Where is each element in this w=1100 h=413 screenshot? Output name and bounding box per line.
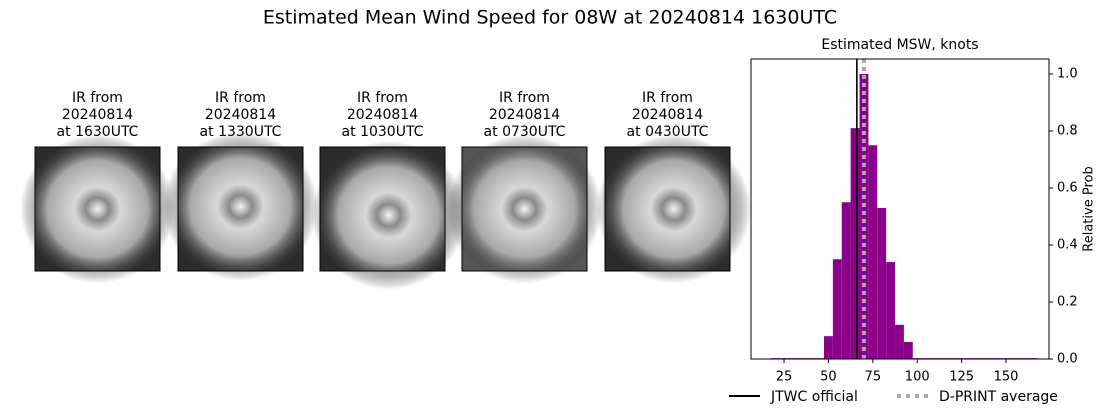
panel-title: 20240814 [205, 107, 276, 123]
x-tick-label: 100 [905, 370, 930, 385]
ir-cloud [163, 132, 318, 281]
ir-frame [34, 146, 161, 272]
panel-title: at 1630UTC [57, 124, 139, 140]
x-tick-label: 125 [949, 370, 974, 385]
legend-label: D-PRINT average [939, 389, 1058, 405]
chart-title: Estimated MSW, knots [821, 37, 978, 53]
x-tick-label: 150 [994, 370, 1019, 385]
ir-frame [177, 146, 304, 272]
ir-frame [461, 146, 588, 272]
y-axis-label: Relative Prob [1082, 166, 1097, 251]
ir-cloud [311, 140, 467, 290]
ir-frame [319, 146, 446, 272]
ir-cloud [20, 134, 175, 284]
bar [903, 341, 913, 359]
figure-title: Estimated Mean Wind Speed for 08W at 202… [263, 7, 837, 29]
y-tick-label: 0.8 [1057, 123, 1078, 138]
panel-title: at 1030UTC [342, 124, 424, 140]
y-tick-label: 0.4 [1057, 237, 1078, 252]
panel-title: IR from [72, 90, 123, 106]
bar [841, 202, 851, 359]
panel-title: IR from [215, 90, 266, 106]
x-tick-label: 25 [776, 370, 793, 385]
panel-title: 20240814 [632, 107, 703, 123]
histogram-chart: Estimated MSW, knots JTWC official D-PRINT… [729, 37, 1097, 405]
x-tick-label: 50 [820, 370, 837, 385]
panel-title: 20240814 [62, 107, 133, 123]
y-tick-label: 0.6 [1057, 180, 1078, 195]
bar [832, 259, 842, 359]
panel-title: at 0730UTC [484, 124, 566, 140]
bar [886, 262, 896, 359]
panel-title: IR from [357, 90, 408, 106]
panel-title: IR from [499, 90, 550, 106]
bar [868, 145, 878, 359]
bar [859, 73, 869, 359]
y-tick-label: 0.2 [1057, 294, 1078, 309]
bar [895, 324, 904, 359]
ir-cloud [447, 134, 602, 284]
ir-frame [604, 146, 731, 272]
bar [823, 336, 833, 359]
x-tick-label: 75 [865, 370, 882, 385]
legend-label: JTWC official [770, 389, 858, 405]
panel-title: 20240814 [347, 107, 418, 123]
ir-cloud [596, 134, 752, 284]
bar [877, 207, 887, 359]
bar [850, 128, 860, 359]
panel-title: 20240814 [489, 107, 560, 123]
plot-frame [750, 58, 1050, 360]
panel-title: IR from [642, 90, 693, 106]
y-tick-label: 1.0 [1057, 66, 1078, 81]
y-tick-label: 0.0 [1057, 352, 1078, 367]
